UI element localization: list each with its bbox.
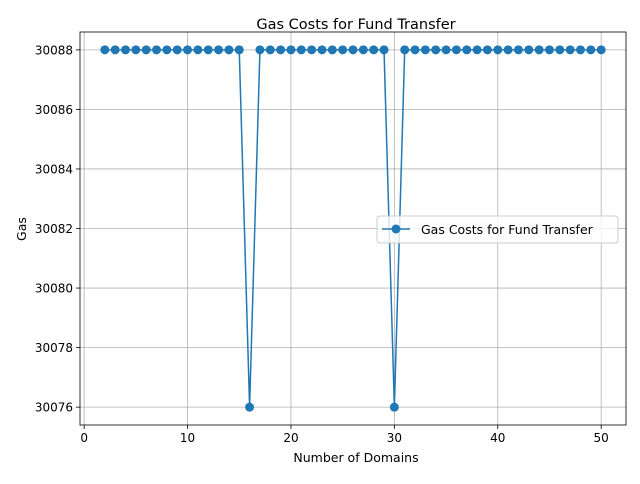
data-point: [265, 45, 275, 55]
data-point: [586, 45, 596, 55]
data-point: [327, 45, 337, 55]
y-tick-label: 30082: [35, 222, 73, 236]
data-point: [431, 45, 441, 55]
y-tick-label: 30076: [35, 401, 73, 415]
data-point: [172, 45, 182, 55]
data-point: [544, 45, 554, 55]
data-point: [503, 45, 513, 55]
data-point: [369, 45, 379, 55]
data-point: [379, 45, 389, 55]
y-axis-label: Gas: [14, 217, 29, 241]
data-point: [296, 45, 306, 55]
y-tick-label: 30086: [35, 103, 73, 117]
data-point: [276, 45, 286, 55]
data-point: [110, 45, 120, 55]
chart-title: Gas Costs for Fund Transfer: [256, 17, 455, 33]
x-tick-label: 0: [80, 431, 88, 445]
data-point: [121, 45, 130, 55]
data-point: [183, 45, 193, 55]
data-point: [307, 45, 317, 55]
data-point: [410, 45, 420, 55]
data-point: [214, 45, 224, 55]
data-point: [555, 45, 565, 55]
x-tick-label: 10: [180, 431, 195, 445]
legend: Gas Costs for Fund Transfer: [376, 215, 619, 244]
data-point: [317, 45, 327, 55]
data-point: [400, 45, 410, 55]
x-tick-label: 50: [594, 431, 609, 445]
legend-marker-swatch: [391, 224, 401, 234]
data-point: [596, 45, 606, 55]
x-tick-label: 30: [387, 431, 402, 445]
data-point: [224, 45, 234, 55]
legend-label: Gas Costs for Fund Transfer: [421, 222, 594, 237]
x-tick-label: 40: [490, 431, 505, 445]
data-point: [534, 45, 544, 55]
data-point: [524, 45, 534, 55]
data-point: [162, 45, 172, 55]
data-point: [482, 45, 492, 55]
data-point: [131, 45, 141, 55]
data-point: [203, 45, 213, 55]
data-point: [338, 45, 348, 55]
y-tick-label: 30078: [35, 341, 73, 355]
data-point: [193, 45, 203, 55]
data-point: [234, 45, 244, 55]
data-point: [358, 45, 368, 55]
data-point: [472, 45, 482, 55]
x-axis-label: Number of Domains: [293, 450, 418, 465]
data-point: [493, 45, 503, 55]
y-tick-label: 30088: [35, 43, 73, 57]
data-point: [462, 45, 472, 55]
data-point: [441, 45, 451, 55]
axes: 0 10 20 30 40 50 30076 30078 30080 30082 30084 3008…: [35, 43, 609, 445]
data-point: [576, 45, 585, 55]
y-tick-label: 30084: [35, 162, 73, 176]
legend-box: [376, 215, 619, 244]
data-point: [245, 402, 255, 412]
series-layer: [100, 45, 606, 412]
data-point: [255, 45, 265, 55]
data-point: [141, 45, 151, 55]
y-tick-label: 30080: [35, 282, 73, 296]
data-point: [513, 45, 523, 55]
data-point: [100, 45, 110, 55]
data-point: [451, 45, 461, 55]
data-point: [565, 45, 575, 55]
data-point: [420, 45, 430, 55]
data-point: [152, 45, 162, 55]
data-point: [348, 45, 358, 55]
data-point: [389, 402, 399, 412]
data-point: [286, 45, 296, 55]
x-tick-label: 20: [283, 431, 298, 445]
